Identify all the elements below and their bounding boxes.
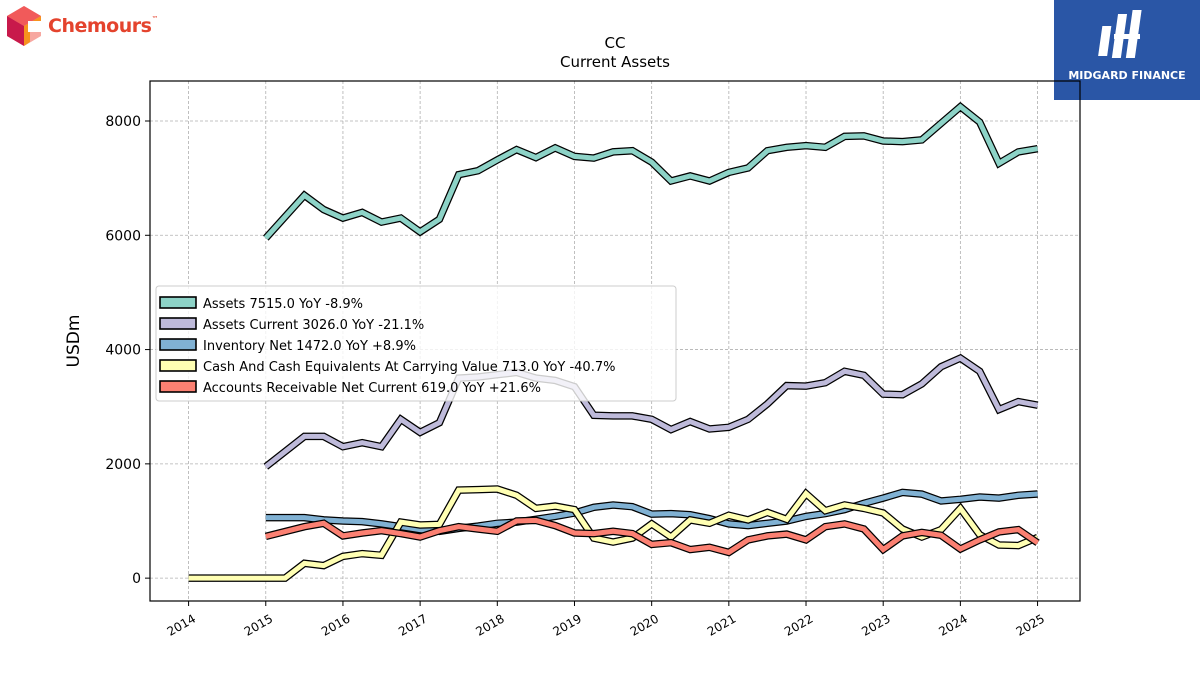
x-tick-label: 2021 bbox=[705, 611, 738, 638]
y-tick-label: 6000 bbox=[105, 228, 141, 244]
y-tick-label: 8000 bbox=[105, 114, 141, 130]
series-0 bbox=[263, 101, 1039, 241]
chemours-logo: Chemours™ bbox=[4, 4, 164, 50]
x-tick-label: 2025 bbox=[1014, 611, 1047, 638]
legend-entry: Assets 7515.0 YoY -8.9% bbox=[203, 297, 363, 312]
legend-swatch bbox=[159, 296, 197, 309]
x-tick-label: 2019 bbox=[551, 611, 584, 638]
series-line bbox=[265, 517, 1040, 556]
legend-swatch bbox=[159, 380, 197, 393]
legend-swatch bbox=[159, 317, 197, 330]
x-tick-label: 2014 bbox=[165, 611, 198, 638]
midgard-finance-logo: MIDGARD FINANCE bbox=[1054, 0, 1200, 100]
y-tick-label: 2000 bbox=[105, 457, 141, 473]
chart-title: CC bbox=[605, 34, 626, 52]
chart-subtitle: Current Assets bbox=[560, 53, 670, 71]
series-1 bbox=[263, 353, 1039, 470]
chemours-wordmark: Chemours™ bbox=[48, 15, 158, 37]
x-tick-label: 2016 bbox=[319, 611, 352, 638]
x-tick-label: 2015 bbox=[242, 611, 275, 638]
series-line bbox=[263, 103, 1039, 240]
legend-entry: Cash And Cash Equivalents At Carrying Va… bbox=[203, 360, 615, 375]
series-2 bbox=[265, 488, 1038, 536]
midgard-wordmark: MIDGARD FINANCE bbox=[1068, 69, 1186, 82]
x-tick-label: 2017 bbox=[396, 611, 429, 638]
x-tick-label: 2022 bbox=[782, 611, 815, 638]
series-4 bbox=[264, 516, 1040, 557]
chemours-cube-icon bbox=[7, 6, 44, 46]
plot-frame bbox=[149, 80, 1081, 602]
legend-box bbox=[155, 285, 677, 402]
x-tick-label: 2024 bbox=[936, 611, 969, 638]
legend-entry: Inventory Net 1472.0 YoY +8.9% bbox=[203, 339, 416, 354]
y-tick-label: 0 bbox=[132, 571, 141, 587]
series-line bbox=[264, 355, 1039, 469]
y-tick-label: 4000 bbox=[105, 343, 141, 359]
midgard-monogram-icon bbox=[1098, 10, 1142, 58]
legend: Assets 7515.0 YoY -8.9% Assets Current 30… bbox=[155, 285, 677, 402]
series-3 bbox=[188, 485, 1040, 582]
legend-swatch bbox=[159, 338, 197, 351]
x-tick-label: 2023 bbox=[859, 611, 892, 638]
legend-swatch bbox=[159, 359, 197, 372]
series-line bbox=[265, 489, 1038, 534]
legend-entry: Assets Current 3026.0 YoY -21.1% bbox=[203, 318, 424, 333]
legend-entry: Accounts Receivable Net Current 619.0 Yo… bbox=[203, 381, 541, 396]
y-axis-label: USDm bbox=[64, 315, 84, 368]
x-tick-label: 2018 bbox=[473, 611, 506, 638]
series-line bbox=[188, 486, 1039, 581]
x-tick-label: 2020 bbox=[628, 611, 661, 638]
series-layer bbox=[188, 101, 1040, 582]
